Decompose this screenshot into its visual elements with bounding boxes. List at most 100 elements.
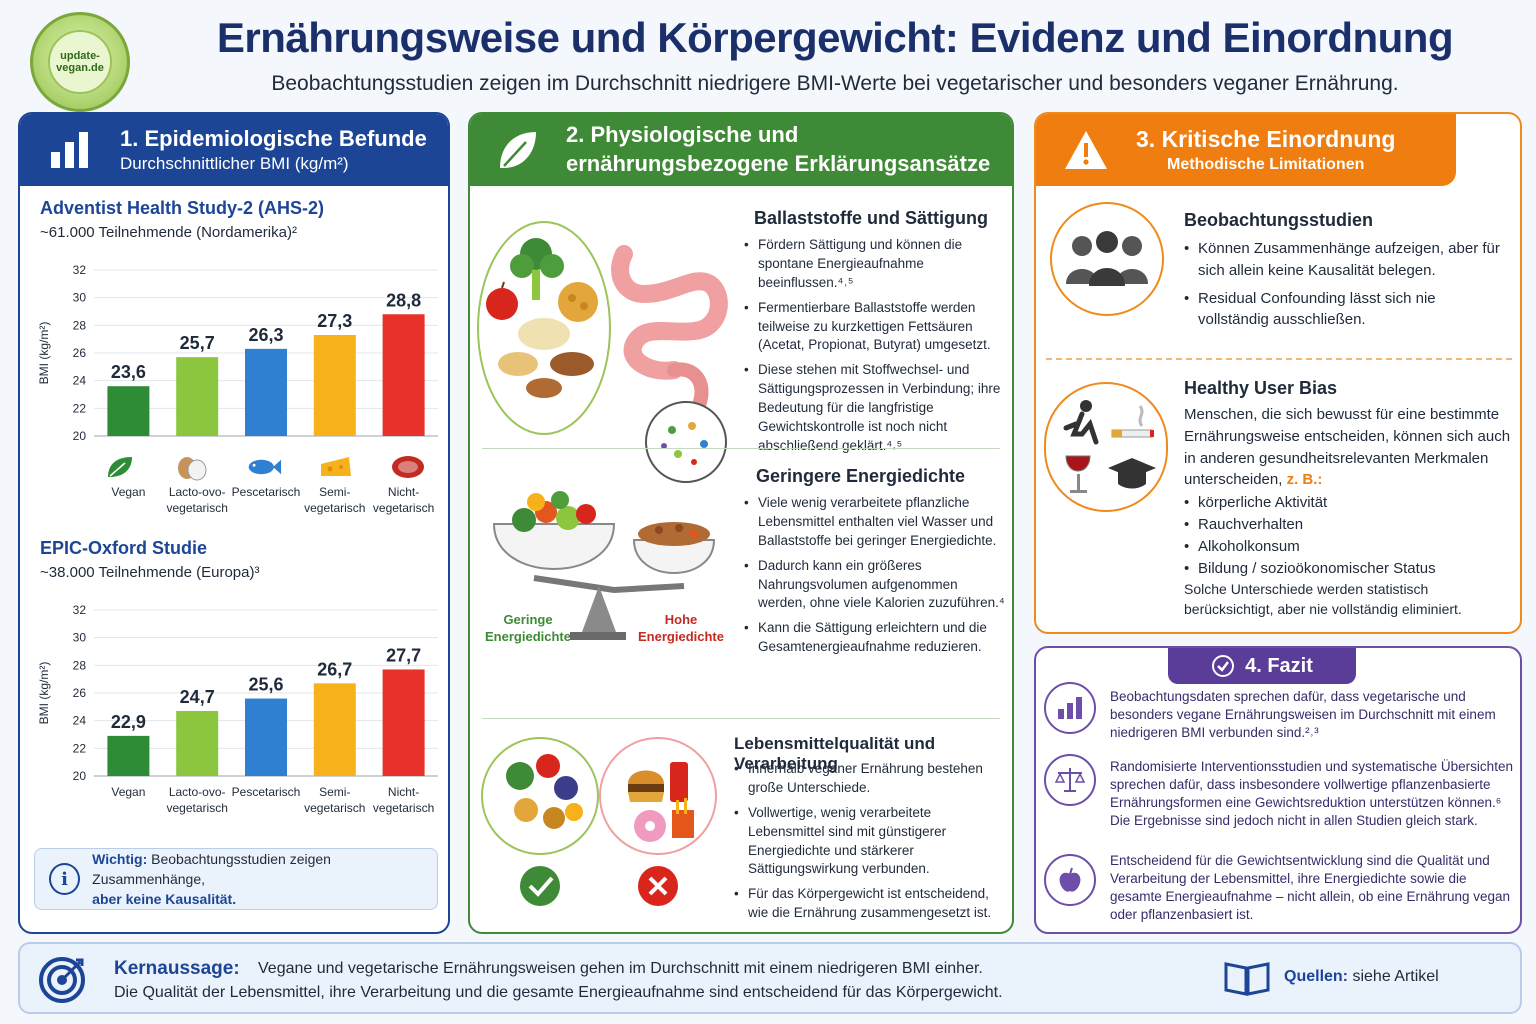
sources-text: siehe Artikel	[1352, 968, 1439, 985]
panel-epidemiology-title: 1. Epidemiologische Befunde	[120, 125, 427, 151]
list-item: Dadurch kann ein größeres Nahrungsvolume…	[744, 557, 1006, 614]
list-item: Bildung / sozioökonomischer Status	[1184, 558, 1510, 579]
category-label: Pescetarisch	[231, 485, 301, 499]
panel-conclusion-title: 4. Fazit	[1245, 654, 1313, 677]
panel-conclusion: 4. Fazit Beobachtungsdaten sprechen dafü…	[1034, 646, 1522, 934]
steak-icon	[390, 452, 426, 482]
warning-icon	[1036, 129, 1136, 171]
book-icon	[1224, 962, 1270, 996]
panel-critical-header: 3. Kritische Einordnung Methodische Limi…	[1036, 114, 1456, 186]
section-quality-bullets: Innerhalb veganer Ernährung bestehen gro…	[734, 760, 1006, 929]
wine-icon	[1065, 455, 1091, 493]
panel-critical-title: 3. Kritische Einordnung	[1136, 125, 1396, 152]
y-tick-label: 32	[73, 603, 87, 617]
bar	[107, 735, 150, 776]
running-icon	[1063, 400, 1099, 445]
logo-text: update-vegan.de	[48, 30, 112, 94]
category-label: Nicht-vegetarisch	[372, 485, 435, 516]
bar	[313, 335, 356, 436]
cigarette-icon	[1111, 405, 1154, 438]
y-axis-label: BMI (kg/m²)	[37, 322, 51, 385]
bar	[176, 710, 219, 776]
bar-value-label: 23,6	[111, 362, 146, 382]
bar-chart-icon	[20, 130, 120, 170]
bar-value-label: 25,7	[180, 333, 215, 353]
footer-key-message: Kernaussage: Vegane und vegetarische Ern…	[18, 942, 1522, 1014]
section-energy-bullets: Viele wenig verarbeitete pflanzliche Leb…	[744, 494, 1006, 663]
footer-line-2: Die Qualität der Lebensmittel, ihre Vera…	[114, 984, 1003, 1001]
bar	[382, 314, 425, 436]
list-item: Kann die Sättigung erleichtern und die G…	[744, 619, 1006, 657]
people-icon	[1066, 231, 1148, 286]
list-item: Diese stehen mit Stoffwechsel- und Sätti…	[744, 361, 1006, 455]
category-label: Vegan	[111, 485, 146, 499]
conclusion-item-2: Randomisierte Interventionsstudien und s…	[1110, 759, 1513, 810]
panel-conclusion-header: 4. Fazit	[1168, 648, 1356, 684]
conclusion-item-1: Beobachtungsdaten sprechen dafür, dass v…	[1110, 689, 1496, 740]
y-tick-label: 28	[73, 658, 87, 672]
footer-line-1: Vegane und vegetarische Ernährungsweisen…	[258, 960, 983, 977]
y-tick-label: 20	[73, 769, 87, 783]
observational-title: Beobachtungsstudien	[1184, 210, 1374, 230]
study-subtitle-epic: ~38.000 Teilnehmende (Europa)³	[40, 564, 260, 581]
y-tick-label: 24	[73, 714, 87, 728]
y-tick-label: 20	[73, 429, 87, 443]
high-density-label: Hohe Energiedichte	[638, 612, 724, 644]
bar	[245, 698, 287, 776]
y-tick-label: 28	[73, 318, 87, 332]
list-item: Fermentierbare Ballaststoffe werden teil…	[744, 299, 1006, 356]
list-item: Alkoholkonsum	[1184, 536, 1510, 557]
people-illustration	[1050, 202, 1164, 316]
study-title-ahs2: Adventist Health Study-2 (AHS-2)	[40, 198, 325, 218]
info-text-b: aber keine Kausalität.	[92, 891, 237, 908]
list-item: Innerhalb veganer Ernährung bestehen gro…	[734, 760, 1006, 798]
bar-value-label: 25,6	[248, 675, 283, 695]
bar	[176, 357, 219, 436]
y-tick-label: 26	[73, 686, 87, 700]
bar-chart-icon	[1044, 682, 1096, 734]
list-item: Fördern Sättigung und können die spontan…	[744, 236, 1006, 293]
bar-value-label: 28,8	[386, 290, 421, 310]
section-fiber-title: Ballaststoffe und Sättigung	[754, 208, 988, 228]
category-label: Lacto-ovo-vegetarisch	[166, 485, 228, 516]
bar-value-label: 22,9	[111, 712, 146, 732]
bmi-chart-ahs2: BMI (kg/m²) 20 22 24 26 28 30 32 23,6 25,7 26,3 27,…	[37, 263, 438, 443]
leaf-icon	[102, 452, 138, 482]
category-label: Pescetarisch	[231, 785, 301, 799]
bar-value-label: 26,3	[248, 325, 283, 345]
graduation-cap-icon	[1108, 458, 1156, 489]
observational-bullets: Können Zusammenhänge aufzeigen, aber für…	[1184, 238, 1510, 337]
panel-epidemiology: 1. Epidemiologische Befunde Durchschnitt…	[18, 112, 450, 934]
bar-value-label: 24,7	[180, 687, 215, 707]
bar	[245, 348, 287, 436]
fish-icon	[246, 452, 282, 482]
bias-footer: Solche Unterschiede werden statistisch b…	[1184, 581, 1462, 617]
scales-icon	[1044, 754, 1096, 806]
panel-epidemiology-header: 1. Epidemiologische Befunde Durchschnitt…	[20, 114, 448, 186]
footer-key-label: Kernaussage:	[114, 958, 240, 979]
category-label: Semi-vegetarisch	[304, 785, 366, 816]
y-axis-label: BMI (kg/m²)	[37, 662, 51, 725]
food-quality-illustration	[481, 737, 717, 906]
info-text-a: Beobachtungsstudien zeigen Zusammenhänge…	[92, 850, 331, 887]
list-item: Rauchverhalten	[1184, 514, 1510, 535]
panel-physiology-header: 2. Physiologische und ernährungsbezogene…	[470, 114, 1012, 186]
panel-physiology-title-1: 2. Physiologische und	[566, 122, 799, 148]
category-label: Nicht-vegetarisch	[372, 785, 435, 816]
section-divider	[482, 718, 1000, 719]
bar-value-label: 27,7	[386, 645, 421, 665]
panel-epidemiology-subtitle: Durchschnittlicher BMI (kg/m²)	[120, 154, 349, 174]
apple-icon	[1044, 854, 1096, 906]
info-box: i Wichtig: Beobachtungsstudien zeigen Zu…	[34, 848, 438, 910]
leaf-icon	[470, 128, 566, 172]
study-subtitle-ahs2: ~61.000 Teilnehmende (Nordamerika)²	[40, 224, 297, 241]
info-icon: i	[49, 863, 81, 895]
bias-bullets: körperliche Aktivität Rauchverhalten Alk…	[1184, 492, 1510, 580]
list-item: Für das Körpergewicht ist entscheidend, …	[734, 885, 1006, 923]
y-tick-label: 24	[73, 374, 87, 388]
info-label: Wichtig:	[92, 850, 148, 867]
low-density-label: Geringe Energiedichte	[485, 612, 571, 644]
conclusion-item-4: Entscheidend für die Gewichtsentwicklung…	[1110, 853, 1511, 922]
y-tick-label: 30	[73, 291, 87, 305]
lifestyle-illustration	[1044, 382, 1168, 512]
